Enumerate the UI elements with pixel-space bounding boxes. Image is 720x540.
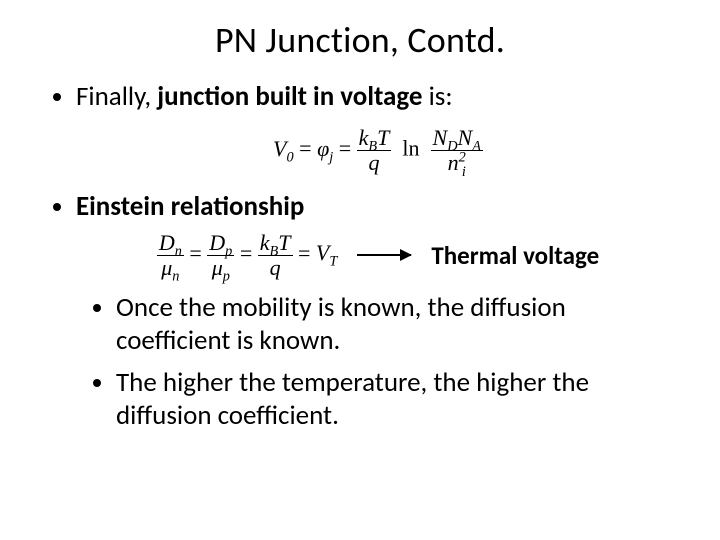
f2-munsub: n: [172, 268, 179, 284]
bullet-1-post: is:: [422, 80, 452, 113]
f1-frac1: kBT q: [357, 127, 392, 174]
f2-mun: μ: [161, 255, 172, 280]
formula-builtin-voltage: V0 = φj = kBT q ln NDNA n2i: [76, 127, 680, 174]
f2-VT: V: [316, 240, 329, 265]
thermal-voltage-label: Thermal voltage: [431, 240, 599, 271]
f1-ND: N: [433, 125, 448, 150]
f1-ni: n: [448, 150, 459, 175]
f2-frac1: Dn μn: [157, 232, 184, 279]
f2-eq2: =: [240, 240, 258, 265]
arrow-icon: [357, 254, 411, 256]
bullet-2-text: Einstein relationship: [76, 190, 304, 223]
bullet-1: Finally, junction built in voltage is: V…: [76, 80, 680, 174]
f1-NA: N: [458, 125, 473, 150]
sub-bullet-2-text: The higher the temperature, the higher t…: [116, 366, 589, 432]
f2-eq3: =: [298, 240, 316, 265]
slide-title: PN Junction, Contd.: [40, 18, 680, 62]
f1-V0: V: [273, 136, 286, 161]
f2-kB: k: [260, 230, 270, 255]
f2-Dp: D: [209, 230, 225, 255]
sub-bullet-1-text: Once the mobility is known, the diffusio…: [116, 291, 566, 357]
slide: PN Junction, Contd. Finally, junction bu…: [0, 0, 720, 540]
bullet-2: Einstein relationship Dn μn = Dp μp = kB…: [76, 190, 680, 432]
f1-phi: φ: [317, 136, 329, 161]
f1-T: T: [377, 125, 389, 150]
f2-mupsub: p: [223, 268, 230, 284]
f2-frac2: Dp μp: [207, 232, 234, 279]
f2-eq1: =: [189, 240, 207, 265]
f1-phisub: j: [329, 149, 333, 165]
f1-kB: k: [359, 125, 369, 150]
bullet-1-pre: Finally,: [76, 80, 157, 113]
f2-VTsub: T: [329, 254, 337, 270]
formula-einstein-row: Dn μn = Dp μp = kBT q = VT: [76, 232, 680, 279]
bullet-1-text: Finally, junction built in voltage is:: [76, 80, 453, 113]
f1-nisub: i: [462, 164, 466, 180]
bullet-1-bold: junction built in voltage: [157, 80, 422, 113]
f1-eq1: =: [299, 136, 317, 161]
f2-frac3: kBT q: [258, 232, 293, 279]
f1-NAsub: A: [472, 139, 481, 155]
f1-frac2: NDNA n2i: [431, 127, 483, 174]
bullet-list: Finally, junction built in voltage is: V…: [40, 80, 680, 432]
f1-V0sub: 0: [286, 149, 293, 165]
sub-bullet-list: Once the mobility is known, the diffusio…: [76, 291, 680, 433]
sub-bullet-1: Once the mobility is known, the diffusio…: [116, 291, 680, 358]
f2-T: T: [278, 230, 290, 255]
formula-einstein: Dn μn = Dp μp = kBT q = VT: [157, 232, 338, 279]
f2-Dn: D: [159, 230, 175, 255]
sub-bullet-2: The higher the temperature, the higher t…: [116, 366, 680, 433]
f1-eq2: =: [339, 136, 357, 161]
f2-q: q: [258, 256, 293, 279]
f1-ln: ln: [402, 136, 419, 161]
f1-q: q: [357, 151, 392, 174]
f2-mup: μ: [212, 255, 223, 280]
